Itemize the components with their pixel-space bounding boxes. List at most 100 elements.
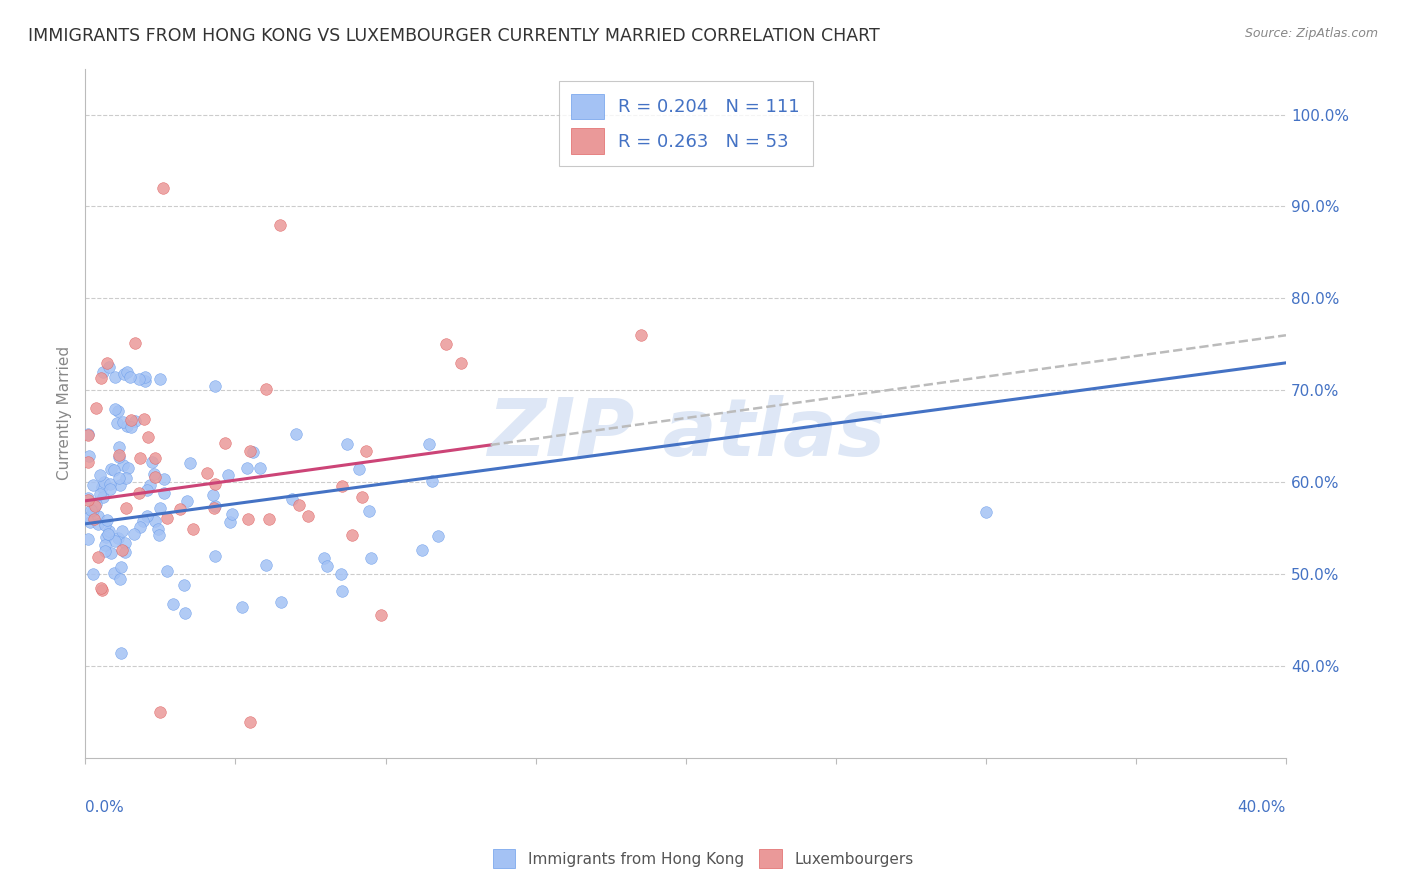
Point xyxy=(242,445,264,459)
Point xyxy=(136,430,159,444)
Point xyxy=(107,440,129,454)
Point xyxy=(110,560,132,574)
Text: 0.0%: 0.0% xyxy=(86,800,124,814)
Point xyxy=(138,478,160,492)
Point xyxy=(91,490,114,504)
Point xyxy=(149,706,172,720)
Point xyxy=(329,567,352,582)
Point xyxy=(202,488,225,502)
Text: Source: ZipAtlas.com: Source: ZipAtlas.com xyxy=(1244,27,1378,40)
Point xyxy=(411,543,433,558)
Point xyxy=(153,486,176,500)
Point xyxy=(143,514,166,528)
Point xyxy=(103,463,125,477)
Point xyxy=(288,499,311,513)
Point xyxy=(110,477,132,491)
Point xyxy=(87,517,110,532)
Point xyxy=(82,502,104,516)
Point xyxy=(108,450,131,465)
Point xyxy=(450,356,472,370)
Point xyxy=(84,497,107,511)
Point xyxy=(117,365,139,379)
Point xyxy=(434,337,457,351)
Point xyxy=(239,714,262,729)
Point xyxy=(280,492,302,507)
Point xyxy=(124,414,146,428)
Point xyxy=(204,378,226,392)
Point xyxy=(82,478,104,492)
Point xyxy=(111,416,134,430)
Point xyxy=(114,471,136,485)
Point xyxy=(974,505,997,519)
Point xyxy=(114,545,136,559)
Point xyxy=(87,509,110,524)
Point xyxy=(108,572,131,586)
Point xyxy=(148,527,170,541)
Point xyxy=(204,477,226,491)
Point xyxy=(152,181,174,195)
Point xyxy=(87,549,110,564)
Legend: Immigrants from Hong Kong, Luxembourgers: Immigrants from Hong Kong, Luxembourgers xyxy=(485,841,921,875)
Text: ZIP atlas: ZIP atlas xyxy=(486,395,884,473)
Point xyxy=(153,472,176,486)
Point xyxy=(105,416,128,430)
Point xyxy=(104,369,127,384)
Point xyxy=(352,490,374,504)
Point xyxy=(112,367,135,381)
Point xyxy=(135,509,157,524)
Point xyxy=(134,411,156,425)
Point xyxy=(269,218,291,232)
Point xyxy=(315,558,337,573)
Point xyxy=(176,493,198,508)
Point xyxy=(90,371,112,385)
Point xyxy=(136,483,159,497)
Point xyxy=(96,514,118,528)
Point xyxy=(370,608,392,623)
Point xyxy=(195,466,218,480)
Point xyxy=(128,450,150,465)
Point xyxy=(114,535,136,549)
Point xyxy=(128,486,150,500)
Legend: R = 0.204   N = 111, R = 0.263   N = 53: R = 0.204 N = 111, R = 0.263 N = 53 xyxy=(558,81,813,167)
Point xyxy=(257,512,280,526)
Point xyxy=(107,531,129,545)
Point xyxy=(121,413,143,427)
Point xyxy=(181,522,204,536)
Point xyxy=(100,546,122,560)
Point xyxy=(79,502,101,516)
Point xyxy=(115,419,138,434)
Point xyxy=(77,426,100,441)
Point xyxy=(82,567,104,582)
Text: IMMIGRANTS FROM HONG KONG VS LUXEMBOURGER CURRENTLY MARRIED CORRELATION CHART: IMMIGRANTS FROM HONG KONG VS LUXEMBOURGE… xyxy=(28,27,880,45)
Point xyxy=(221,507,243,521)
Point xyxy=(148,522,170,536)
Point xyxy=(120,419,142,434)
Point xyxy=(93,365,115,379)
Point xyxy=(254,382,277,396)
Point xyxy=(111,524,134,539)
Point xyxy=(143,450,166,465)
Point xyxy=(270,595,292,609)
Point xyxy=(332,583,354,598)
Point xyxy=(77,491,100,506)
Point xyxy=(107,403,129,417)
Point xyxy=(108,471,131,485)
Point xyxy=(149,501,172,516)
Point xyxy=(96,356,118,370)
Point xyxy=(77,455,100,469)
Point xyxy=(418,437,440,451)
Point xyxy=(173,578,195,592)
Point xyxy=(354,444,377,458)
Point xyxy=(149,372,172,386)
Point xyxy=(128,520,150,534)
Point xyxy=(420,474,443,488)
Point xyxy=(219,515,242,529)
Point xyxy=(630,328,652,343)
Point xyxy=(156,510,179,524)
Point xyxy=(120,369,142,384)
Point xyxy=(249,461,271,475)
Point xyxy=(89,487,111,501)
Point xyxy=(214,436,236,450)
Point xyxy=(115,501,138,516)
Point xyxy=(94,530,117,544)
